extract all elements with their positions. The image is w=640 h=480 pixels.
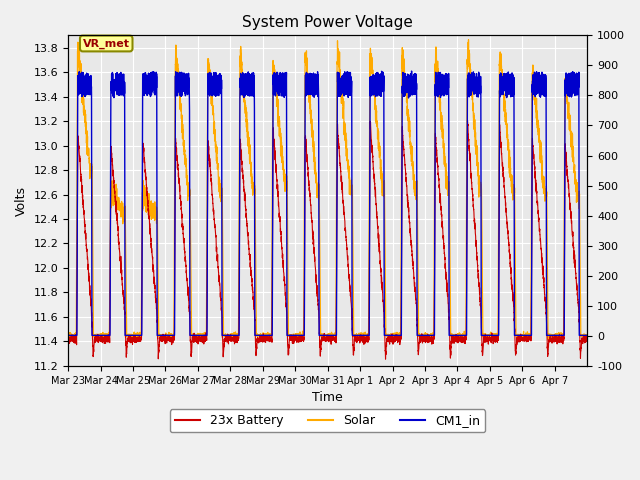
X-axis label: Time: Time (312, 391, 343, 404)
Legend: 23x Battery, Solar, CM1_in: 23x Battery, Solar, CM1_in (170, 409, 486, 432)
Y-axis label: Volts: Volts (15, 186, 28, 216)
Title: System Power Voltage: System Power Voltage (243, 15, 413, 30)
Text: VR_met: VR_met (83, 38, 130, 48)
